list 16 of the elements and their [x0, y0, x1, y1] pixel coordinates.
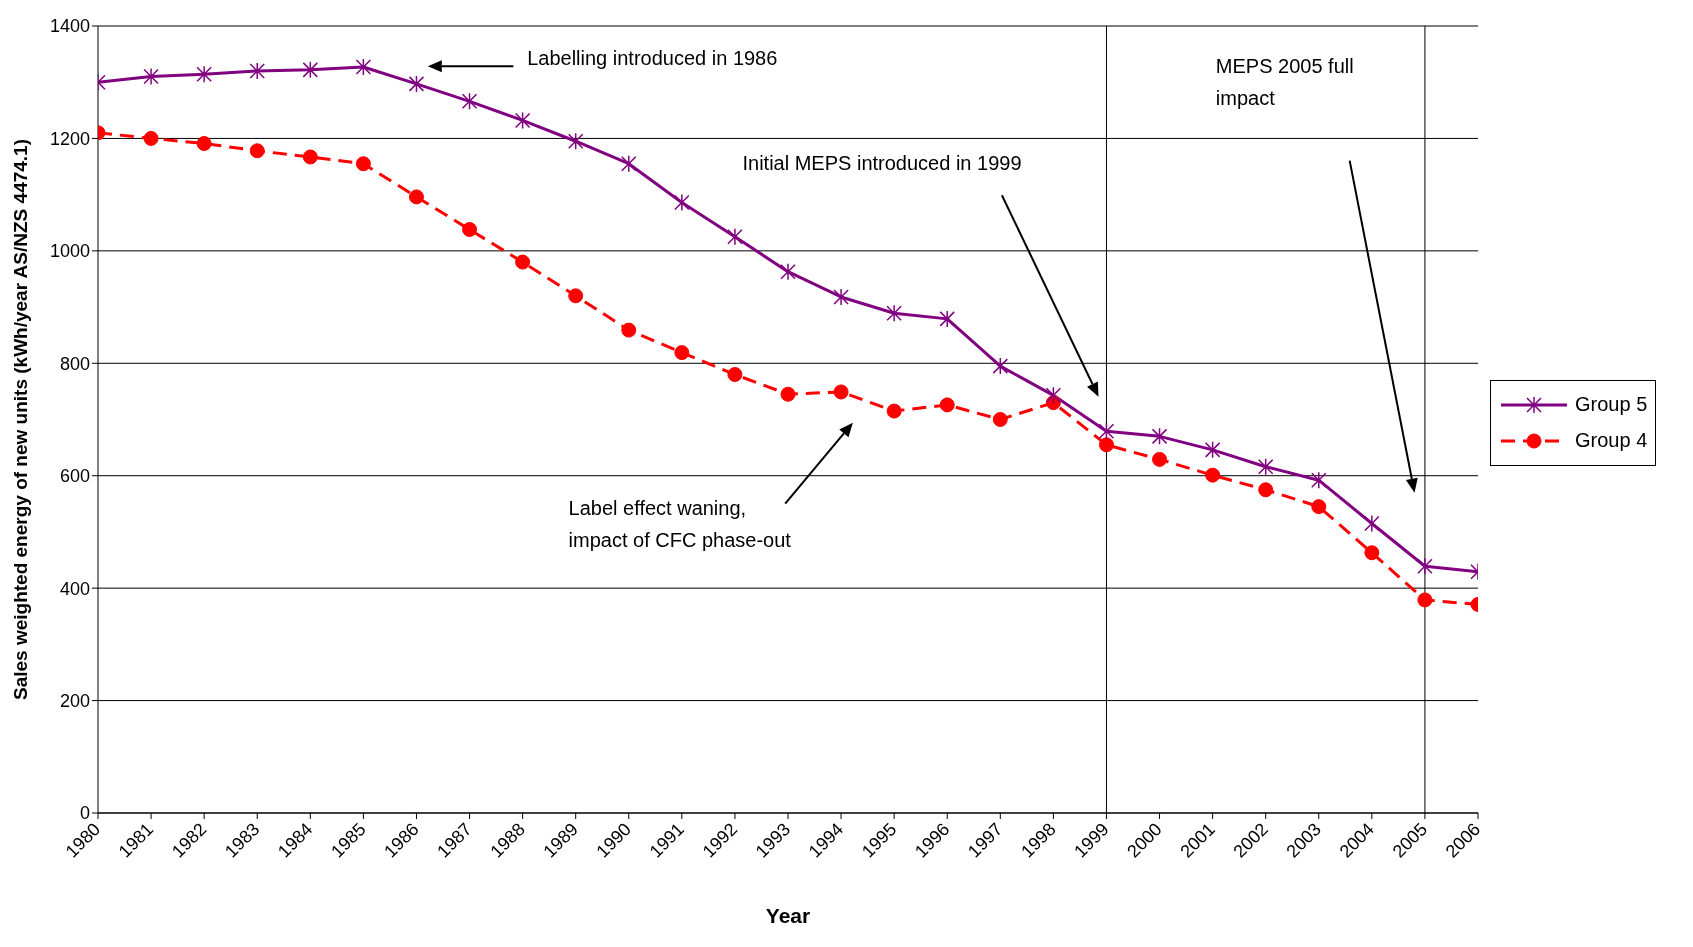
y-tick-label: 1000 — [49, 241, 90, 262]
annotation: Labelling introduced in 1986 — [527, 47, 778, 70]
y-tick-label: 400 — [59, 578, 90, 599]
annotation: MEPS 2005 full impact — [1215, 54, 1354, 109]
x-axis-title: Year — [765, 904, 811, 927]
y-tick-label: 200 — [59, 690, 90, 711]
legend-label: Group 5 — [1575, 393, 1648, 416]
y-tick-label: 800 — [59, 353, 90, 374]
y-tick-label: 0 — [79, 803, 90, 824]
y-tick-label: 1400 — [49, 16, 90, 37]
annotation: Initial MEPS introduced in 1999 — [742, 152, 1022, 175]
y-tick-label: 1200 — [49, 128, 90, 149]
legend-label: Group 4 — [1575, 429, 1648, 452]
y-tick-label: 600 — [59, 466, 90, 487]
y-axis-title: Sales weighted energy of new units (kWh/year AS/NZS 4474.1) — [9, 138, 31, 701]
annotation: Label effect waning, impact of CFC phase-out — [568, 497, 792, 552]
